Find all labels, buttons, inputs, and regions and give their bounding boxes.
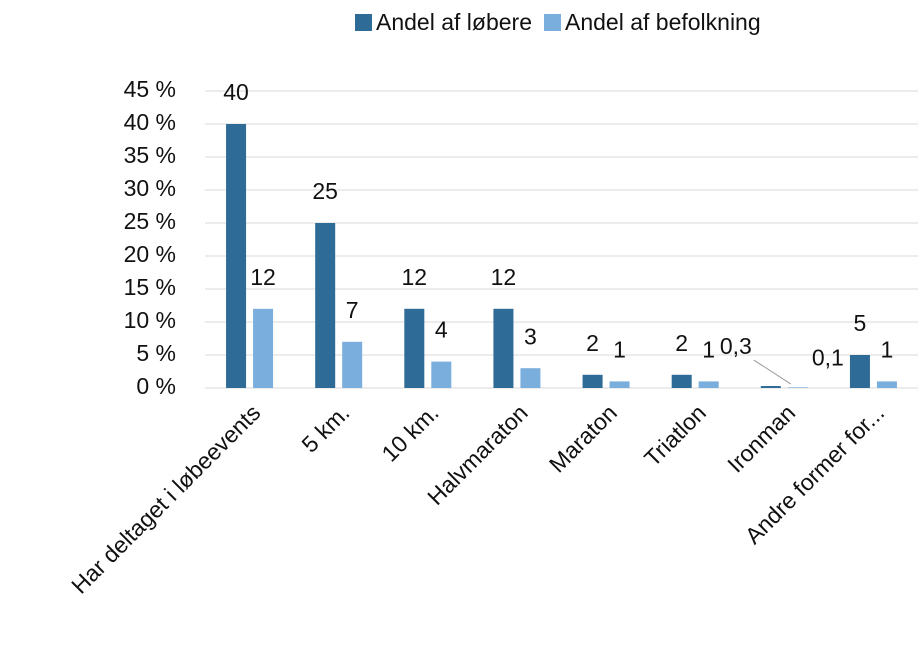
value-label: 40 [223, 79, 249, 105]
y-tick-label: 5 % [136, 340, 176, 366]
y-tick-label: 35 % [124, 142, 176, 168]
value-label: 12 [491, 264, 517, 290]
leader-line [753, 359, 792, 385]
bar [849, 355, 870, 388]
value-label: 2 [586, 330, 599, 356]
y-tick-label: 15 % [124, 274, 176, 300]
legend-label: Andel af løbere [376, 9, 532, 35]
bar [876, 381, 897, 388]
y-tick-label: 25 % [124, 208, 176, 234]
value-label: 0,1 [812, 344, 844, 370]
value-label: 4 [435, 317, 448, 343]
y-tick-label: 40 % [124, 109, 176, 135]
y-tick-label: 0 % [136, 373, 176, 399]
value-label: 7 [346, 297, 359, 323]
value-label: 12 [250, 264, 276, 290]
bar [609, 381, 630, 388]
value-label: 1 [702, 336, 715, 362]
value-label: 25 [312, 178, 338, 204]
value-label: 12 [402, 264, 428, 290]
value-label: 2 [675, 330, 688, 356]
y-tick-label: 45 % [124, 76, 176, 102]
bar [226, 124, 247, 388]
value-label: 1 [881, 336, 894, 362]
x-tick-label: 5 km. [296, 399, 354, 457]
bar [520, 368, 541, 388]
value-label: 1 [613, 336, 626, 362]
bar [342, 341, 363, 388]
x-tick-label: Har deltaget i løbeevents [66, 399, 265, 598]
legend-label: Andel af befolkning [565, 9, 761, 35]
bar [760, 386, 781, 388]
legend-swatch [355, 14, 372, 31]
bar [404, 308, 425, 388]
value-label: 3 [524, 323, 537, 349]
bar [671, 374, 692, 388]
bar [431, 361, 452, 388]
bar [698, 381, 719, 388]
y-tick-label: 20 % [124, 241, 176, 267]
legend-swatch [543, 14, 561, 31]
x-tick-label: Ironman [722, 399, 800, 477]
y-tick-label: 30 % [124, 175, 176, 201]
bar [582, 374, 603, 388]
bar [253, 308, 274, 388]
bar [493, 308, 514, 388]
value-label: 0,3 [720, 333, 752, 359]
x-tick-label: 10 km. [376, 399, 443, 466]
x-tick-label: Triatlon [639, 399, 711, 471]
bar [315, 223, 336, 388]
y-tick-label: 10 % [124, 307, 176, 333]
value-label: 5 [854, 310, 867, 336]
x-tick-label: Maraton [544, 399, 622, 477]
bar [787, 387, 808, 388]
